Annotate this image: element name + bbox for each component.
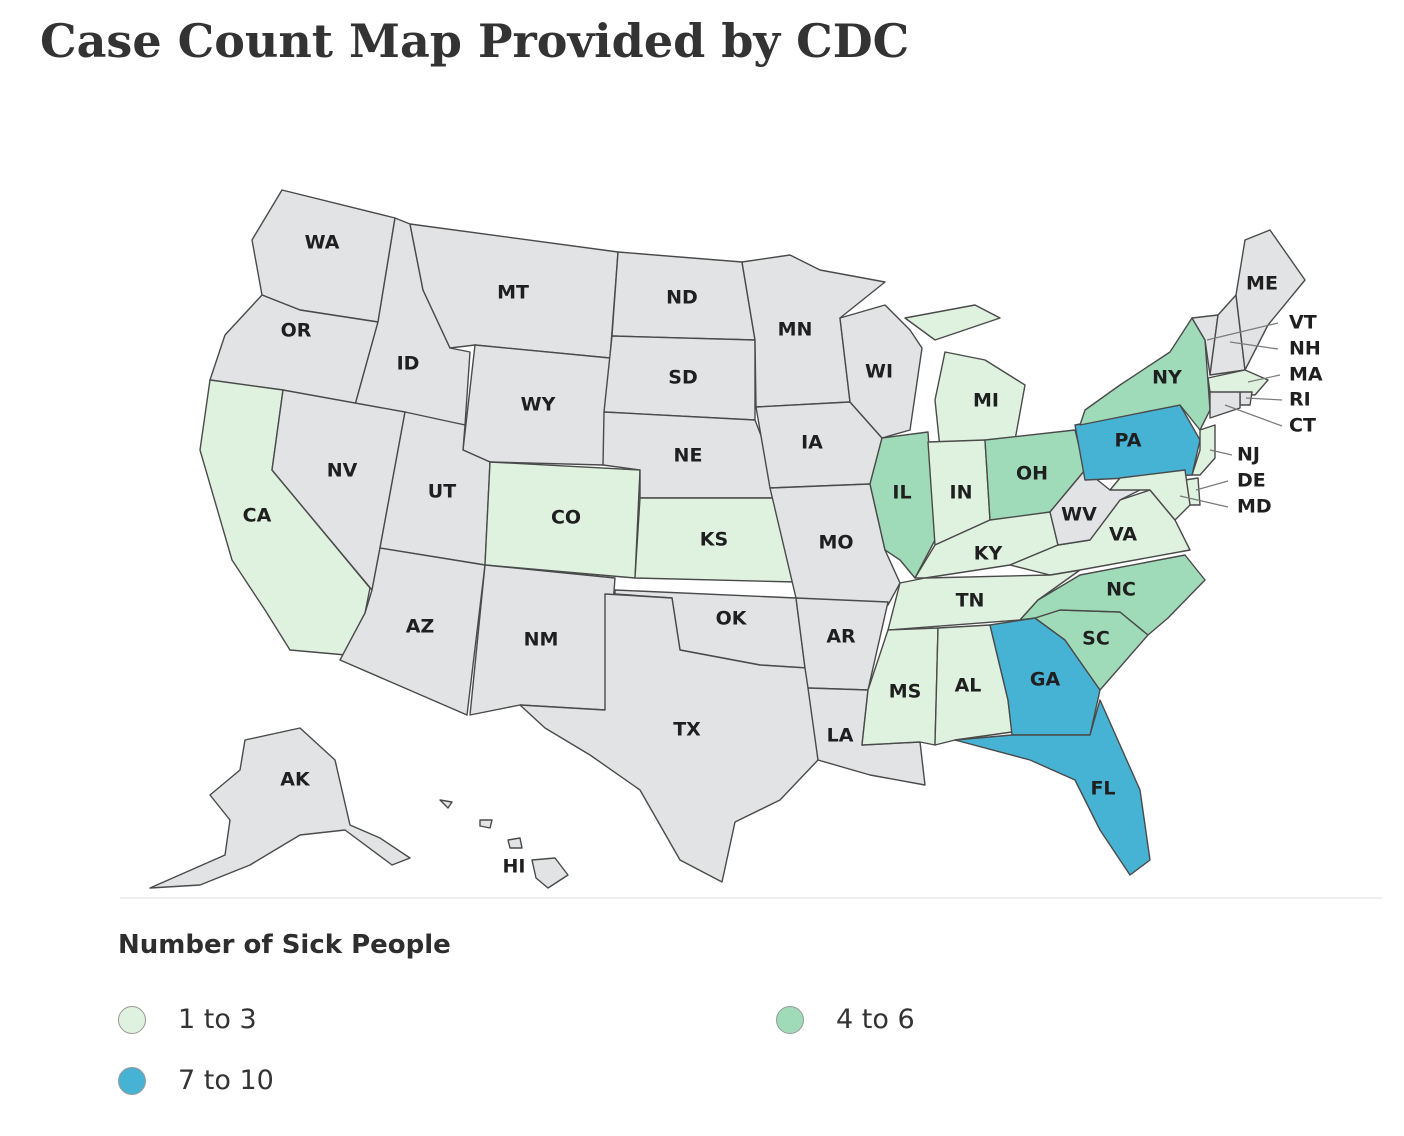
page-title: Case Count Map Provided by CDC — [40, 14, 910, 68]
label-OH: OH — [1016, 463, 1048, 485]
state-NJ[interactable] — [1191, 424, 1216, 476]
label-FL: FL — [1090, 778, 1115, 800]
label-SC: SC — [1082, 628, 1110, 650]
label-MT: MT — [497, 282, 529, 304]
label-MO: MO — [818, 532, 853, 554]
state-TX[interactable] — [519, 593, 819, 883]
label-CT: CT — [1289, 415, 1316, 437]
label-AK: AK — [280, 769, 311, 791]
label-NH: NH — [1289, 338, 1321, 360]
label-UT: UT — [428, 481, 456, 503]
legend-label-high: 7 to 10 — [178, 1065, 274, 1096]
label-IA: IA — [801, 432, 823, 454]
legend-swatch-low — [118, 1005, 146, 1034]
label-NV: NV — [327, 460, 358, 482]
legend-item-low: 1 to 3 — [118, 1004, 257, 1035]
label-TN: TN — [956, 590, 985, 612]
state-WI[interactable] — [839, 304, 923, 439]
label-VA: VA — [1109, 524, 1137, 546]
state-FL[interactable] — [954, 699, 1151, 876]
label-MN: MN — [778, 319, 813, 341]
legend-item-high: 7 to 10 — [118, 1065, 274, 1096]
label-RI: RI — [1289, 389, 1311, 411]
state-MD[interactable] — [1109, 469, 1191, 521]
state-MA[interactable] — [1207, 369, 1269, 396]
label-OK: OK — [716, 608, 748, 630]
state-TN[interactable] — [887, 569, 1081, 631]
label-IN: IN — [950, 482, 973, 504]
label-HI: HI — [503, 856, 526, 878]
label-AL: AL — [955, 675, 982, 697]
label-KS: KS — [700, 529, 728, 551]
label-MD: MD — [1237, 496, 1272, 518]
label-ND: ND — [666, 287, 698, 309]
label-MS: MS — [889, 681, 922, 703]
state-AK[interactable] — [149, 727, 411, 889]
legend-title: Number of Sick People — [118, 930, 451, 960]
state-HI[interactable] — [439, 799, 569, 889]
state-MI[interactable] — [904, 304, 1026, 449]
state-NY[interactable] — [1079, 317, 1211, 431]
label-ID: ID — [397, 353, 420, 375]
label-NJ: NJ — [1237, 444, 1260, 466]
label-SD: SD — [668, 367, 697, 389]
label-NC: NC — [1106, 579, 1136, 601]
us-map-svg: WA OR CA ID NV MT WY UT AZ CO NM ND SD N… — [149, 189, 1323, 889]
legend-divider — [120, 897, 1382, 899]
label-GA: GA — [1030, 669, 1061, 691]
label-DE: DE — [1237, 470, 1266, 492]
leader-lines — [1179, 322, 1283, 508]
label-CA: CA — [243, 505, 272, 527]
legend-label-low: 1 to 3 — [178, 1004, 257, 1035]
state-labels: WA OR CA ID NV MT WY UT AZ CO NM ND SD N… — [243, 232, 1323, 878]
label-MA: MA — [1289, 364, 1323, 386]
label-LA: LA — [827, 725, 854, 747]
legend-item-mid: 4 to 6 — [776, 1004, 915, 1035]
label-PA: PA — [1115, 430, 1142, 452]
legend-swatch-high — [118, 1066, 146, 1095]
label-NM: NM — [524, 629, 559, 651]
label-AZ: AZ — [406, 616, 434, 638]
label-MI: MI — [973, 390, 999, 412]
legend-label-mid: 4 to 6 — [836, 1004, 915, 1035]
label-NY: NY — [1152, 367, 1182, 389]
label-ME: ME — [1246, 273, 1278, 295]
state-NC[interactable] — [1019, 554, 1206, 636]
legend-swatch-mid — [776, 1005, 804, 1034]
label-TX: TX — [673, 719, 701, 741]
label-CO: CO — [551, 507, 581, 529]
label-VT: VT — [1289, 312, 1317, 334]
label-WY: WY — [521, 394, 556, 416]
label-AR: AR — [826, 626, 856, 648]
label-WV: WV — [1061, 504, 1097, 526]
label-IL: IL — [892, 482, 911, 504]
label-OR: OR — [281, 320, 312, 342]
label-NE: NE — [674, 445, 703, 467]
label-WA: WA — [305, 232, 340, 254]
label-WI: WI — [865, 361, 893, 383]
label-KY: KY — [974, 543, 1003, 565]
